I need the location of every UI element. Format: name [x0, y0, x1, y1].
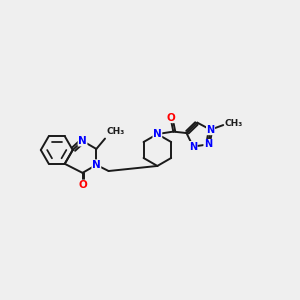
Text: N: N: [189, 142, 197, 152]
Text: N: N: [153, 129, 162, 139]
Text: N: N: [206, 125, 214, 135]
Text: CH₃: CH₃: [106, 127, 124, 136]
Text: N: N: [92, 160, 101, 170]
Text: N: N: [204, 140, 212, 149]
Text: N: N: [78, 136, 87, 146]
Text: O: O: [78, 180, 87, 190]
Text: O: O: [167, 112, 175, 123]
Text: CH₃: CH₃: [224, 119, 243, 128]
